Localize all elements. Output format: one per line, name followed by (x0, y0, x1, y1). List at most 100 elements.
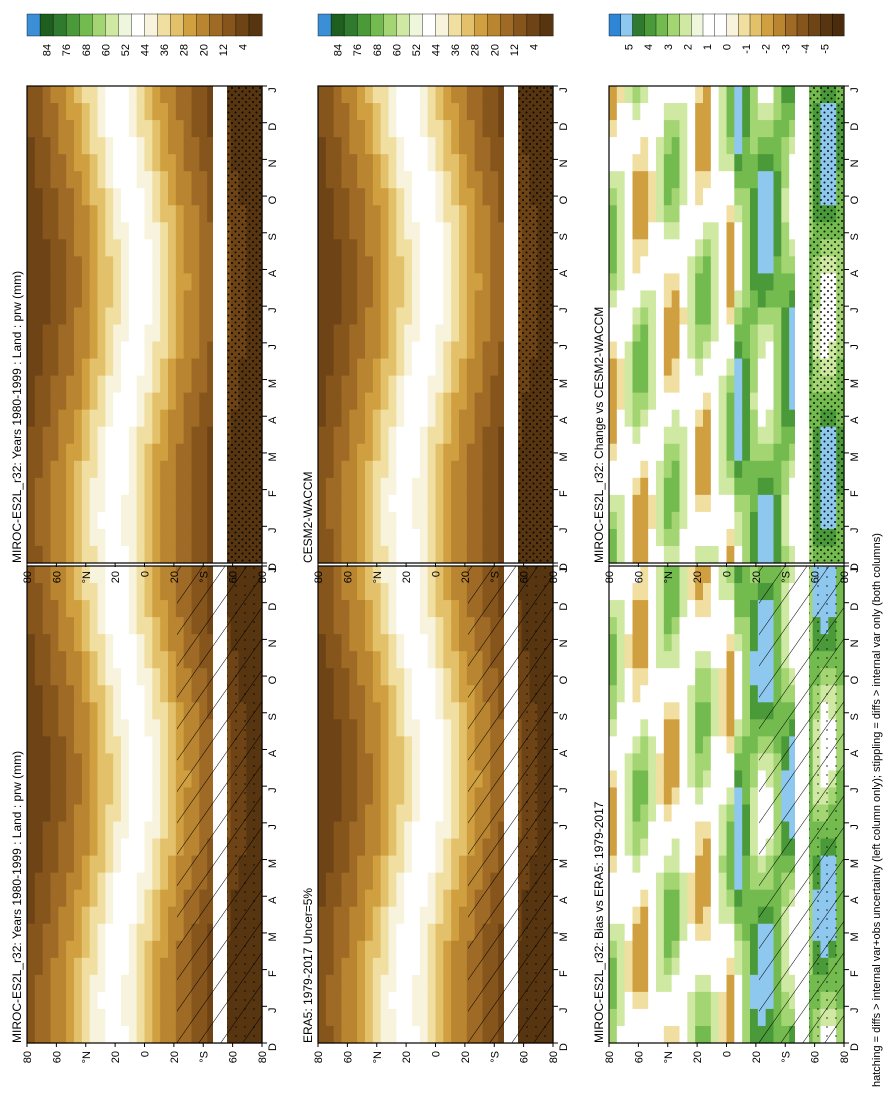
field-cell (372, 855, 382, 874)
field-cell (42, 889, 52, 908)
field-cell (325, 702, 335, 720)
field-cell (325, 736, 335, 754)
field-cell (443, 600, 452, 618)
field-cell (710, 719, 720, 737)
field-cell (687, 600, 696, 618)
field-cell (175, 358, 185, 377)
field-cell (396, 137, 405, 155)
field-cell (419, 872, 429, 891)
field-cell (679, 341, 688, 360)
field-cell (89, 171, 99, 189)
field-cell (160, 974, 169, 993)
field-cell (616, 341, 626, 360)
field-cell (325, 137, 335, 155)
month-tick-label: D (558, 603, 570, 611)
field-cell (365, 719, 374, 737)
field-cell (81, 736, 91, 754)
field-cell (372, 290, 382, 309)
month-tick-label: M (558, 379, 570, 388)
field-cell (349, 753, 358, 772)
field-cell (341, 719, 350, 737)
field-cell (144, 736, 153, 754)
field-cell (113, 923, 122, 942)
field-cell (624, 273, 634, 292)
field-cell (81, 787, 91, 806)
field-cell (710, 804, 720, 823)
field-cell (372, 409, 382, 428)
field-cell (656, 872, 665, 891)
field-cell (66, 528, 75, 547)
field-cell (632, 545, 641, 564)
field-cell (734, 804, 743, 823)
field-cell (168, 719, 177, 737)
field-cell (616, 617, 626, 635)
field-cell (74, 239, 83, 257)
field-cell (89, 702, 99, 720)
field-cell (113, 239, 122, 257)
lat-tick-label: 0 (431, 1051, 443, 1057)
field-cell (349, 528, 358, 547)
field-cell (459, 137, 468, 155)
colorbar-swatch (157, 13, 172, 37)
field-cell (27, 375, 36, 394)
field-cell (396, 804, 405, 823)
field-cell (490, 460, 499, 479)
field-cell (459, 583, 468, 601)
field-cell (97, 617, 106, 635)
field-cell (435, 426, 444, 445)
field-cell (679, 86, 688, 104)
field-cell (663, 736, 673, 754)
field-cell (27, 719, 36, 737)
field-cell (199, 205, 208, 223)
field-cell (656, 923, 665, 942)
field-cell (136, 137, 146, 155)
field-cell (372, 511, 382, 530)
field-cell (427, 889, 437, 908)
field-cell (144, 702, 153, 720)
field-cell (34, 528, 44, 547)
field-cell (624, 974, 634, 993)
field-cell (349, 685, 358, 703)
field-cell (66, 685, 75, 703)
field-cell (419, 685, 429, 703)
field-cell (459, 566, 468, 584)
field-cell (726, 838, 735, 857)
field-cell (632, 821, 641, 840)
field-cell (726, 906, 735, 925)
field-cell (663, 991, 673, 1010)
field-cell (703, 528, 712, 547)
field-cell (183, 290, 193, 309)
colorbar-label: 12 (218, 44, 230, 56)
field-cell (435, 188, 444, 206)
field-cell (34, 1025, 44, 1044)
field-cell (144, 511, 153, 530)
month-tick-label: J (267, 787, 279, 793)
field-cell (81, 923, 91, 942)
field-cell (427, 651, 437, 669)
field-cell (663, 940, 673, 959)
field-cell (325, 583, 335, 601)
field-cell (50, 188, 59, 206)
field-cell (144, 528, 153, 547)
field-cell (419, 566, 429, 584)
missing-band (504, 86, 518, 563)
field-cell (459, 668, 468, 686)
field-cell (632, 205, 641, 223)
field-cell (404, 702, 413, 720)
field-cell (474, 528, 484, 547)
field-cell (474, 239, 484, 257)
field-cell (27, 171, 36, 189)
field-cell (679, 787, 688, 806)
field-cell (459, 426, 468, 445)
field-cell (490, 409, 499, 428)
field-cell (318, 239, 327, 257)
field-cell (207, 86, 216, 104)
field-cell (750, 702, 759, 720)
field-cell (710, 668, 720, 686)
field-cell (128, 324, 138, 343)
field-cell (34, 736, 44, 754)
field-cell (34, 545, 44, 564)
field-cell (128, 86, 138, 104)
field-cell (341, 154, 350, 172)
field-cell (427, 804, 437, 823)
